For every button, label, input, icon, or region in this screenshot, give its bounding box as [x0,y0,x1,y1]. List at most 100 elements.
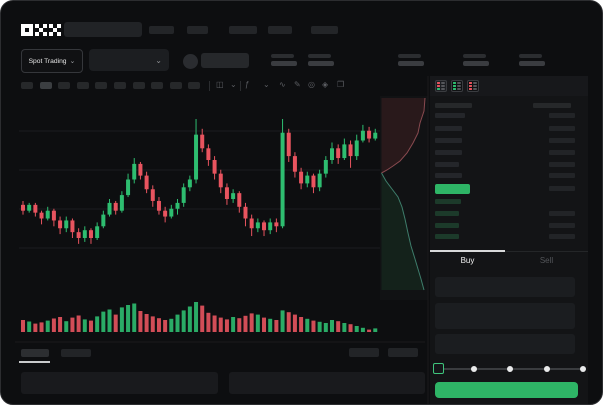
active-tab-underline [19,361,50,363]
market-type-selector[interactable]: Spot Trading ⌄ [21,49,83,73]
 [437,82,440,84]
search-input[interactable] [64,22,142,37]
bid-amount-cell [549,234,575,239]
 [473,82,477,84]
 [453,88,461,90]
orders-panel-row [229,372,425,394]
 [469,88,477,90]
 [469,85,477,87]
bid-price-cell [435,199,461,204]
bottom-action-button-2[interactable] [388,348,418,357]
tab-sell[interactable]: Sell [539,256,554,265]
nav-item[interactable] [149,26,174,34]
interval-pill[interactable] [114,82,126,89]
fullscreen-icon[interactable]: ❒ [337,80,345,89]
settings-icon[interactable]: ◈ [322,80,329,89]
 [457,85,461,87]
ask-amount-cell [549,113,575,118]
interval-pill[interactable] [39,82,52,89]
stat-label [271,54,294,58]
book-bids-icon[interactable] [451,80,463,92]
 [437,85,445,87]
divider [209,81,210,91]
camera-icon[interactable]: ◎ [308,80,315,89]
stat-label [519,54,542,58]
stat-label [308,54,331,58]
bottom-action-button-1[interactable] [349,348,379,357]
orderbook-col-header [533,103,571,108]
bottom-tab-history[interactable] [61,349,91,357]
 [437,88,440,90]
ask-amount-cell [549,150,575,155]
 [441,82,445,84]
stat-value [308,61,334,66]
interval-pill[interactable] [132,82,145,89]
header-action-button[interactable] [201,53,249,68]
stat-label [463,54,486,58]
 [453,82,456,84]
interval-pill[interactable] [76,82,89,89]
ask-amount-cell [549,138,575,143]
orderbook-trade-panel: Buy Sell [430,76,588,404]
slider-handle[interactable] [433,363,444,374]
buy-submit-button[interactable] [435,382,578,398]
nav-item[interactable] [229,26,257,34]
divider [240,81,241,91]
ask-amount-cell [549,126,575,131]
indicator-icon[interactable]: ƒ [245,80,250,89]
book-asks-icon[interactable] [467,80,479,92]
stat-label [398,54,421,58]
tab-buy[interactable]: Buy [460,256,475,265]
interval-pill[interactable] [188,82,201,89]
chevron-down-icon[interactable]: ⌄ [230,80,237,89]
 [453,85,461,87]
bid-amount-cell [549,211,575,216]
 [437,85,440,87]
nav-item[interactable] [311,26,338,34]
bid-amount-cell [549,223,575,228]
coin-avatar[interactable] [183,54,198,69]
slider-stop[interactable] [470,366,477,372]
bid-price-cell [435,211,459,216]
ask-price-cell [435,126,462,131]
slider-stop[interactable] [507,366,513,372]
candle-type-icon[interactable]: ◫ [216,80,224,89]
order-form-input[interactable] [435,303,575,329]
orderbook-view-toggle [430,76,588,96]
bid-price-cell [435,234,459,239]
 [457,82,461,84]
interval-pill[interactable] [21,82,33,89]
orderbook-col-header [435,103,472,108]
order-form-input[interactable] [435,334,575,354]
slider-stop[interactable] [580,366,586,372]
stat-value [398,61,424,66]
slider-stop[interactable] [543,366,550,372]
 [473,85,477,87]
orders-panel-row [21,372,218,394]
 [469,82,477,84]
 [437,88,445,90]
trading-pair-selector[interactable]: ⌄ [89,49,169,71]
bottom-tab-orders[interactable] [21,349,49,357]
interval-pill[interactable] [151,82,164,89]
stat-value [519,61,545,66]
order-form-input[interactable] [435,277,575,297]
 [441,88,445,90]
wave-line-icon[interactable]: ∿ [279,80,286,89]
stat-value [463,61,489,66]
interval-pill[interactable] [58,82,71,89]
chevron-down-icon[interactable]: ⌄ [263,80,270,89]
nav-item[interactable] [187,26,208,34]
 [453,88,456,90]
nav-item[interactable] [268,26,292,34]
 [469,85,472,87]
draw-icon[interactable]: ✎ [294,80,301,89]
interval-pill[interactable] [95,82,108,89]
interval-pill[interactable] [169,82,182,89]
 [437,82,445,84]
last-price-badge [435,184,470,194]
book-combined-icon[interactable] [435,80,447,92]
ask-amount-cell [549,162,575,167]
bid-price-cell [435,223,459,228]
